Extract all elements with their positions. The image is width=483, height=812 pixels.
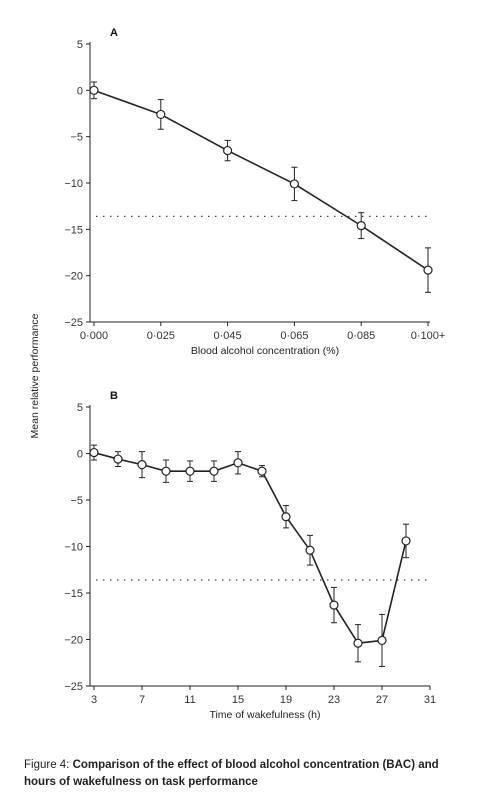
data-point (257, 466, 267, 476)
y-tick-label: −10 (64, 542, 83, 554)
caption-prefix: Figure 4: (24, 759, 73, 771)
x-tick-label: 0·100+ (411, 330, 446, 342)
x-axis-label: Blood alcohol concentration (%) (191, 345, 339, 357)
x-tick-label: 0·085 (347, 330, 375, 342)
x-tick-label: 3 (91, 694, 97, 706)
y-tick-label: 0 (77, 449, 83, 461)
data-point (401, 536, 411, 546)
x-tick-label: 19 (280, 694, 292, 706)
series-line (93, 89, 429, 271)
data-point (353, 638, 363, 648)
y-tick-label: −10 (64, 178, 83, 190)
y-tick-label: 5 (77, 402, 83, 414)
series-line (93, 451, 407, 645)
x-tick-label: 23 (328, 694, 340, 706)
panel-b-wakefulness-chart: B 5 0 −5 −10 −15 −20 −25 3 7 11 15 19 23 27 31 Time of w… (64, 390, 436, 721)
x-axis-label: Time of wakefulness (h) (209, 709, 320, 721)
y-tick-label: −20 (64, 271, 83, 283)
data-point (377, 635, 387, 646)
data-point (223, 145, 233, 156)
data-point (329, 600, 339, 610)
data-point (161, 466, 171, 476)
figure-caption: Figure 4: Comparison of the effect of bl… (24, 757, 464, 791)
panel-a-bac-chart: A 5 0 −5 −10 −15 −20 −250·000 0·025 0·045 0·065 0·0… (64, 27, 445, 357)
x-tick-label: 0·000 (80, 330, 108, 342)
x-tick-label: 0·065 (280, 330, 308, 342)
data-point (305, 545, 315, 555)
x-tick-label: 0·045 (214, 330, 242, 342)
data-point (289, 179, 299, 189)
y-tick-label: 0 (77, 85, 83, 97)
x-tick-label: 11 (184, 694, 195, 706)
y-tick-label: −25 (64, 317, 83, 329)
y-tick-label: 5 (77, 39, 83, 51)
y-tick-label: −5 (70, 495, 83, 507)
x-tick-label: 0·025 (147, 330, 175, 342)
x-tick-label: 7 (139, 694, 145, 706)
y-tick-label: −5 (70, 132, 83, 144)
x-tick-label: 31 (424, 694, 436, 706)
data-point (423, 265, 433, 275)
caption-title: Comparison of the effect of blood alcoho… (24, 759, 439, 788)
y-tick-label: −15 (64, 588, 83, 600)
x-tick-label: 15 (232, 694, 244, 706)
y-tick-label: −15 (64, 224, 83, 236)
data-point (281, 512, 291, 522)
data-point (89, 85, 99, 95)
x-tick-label: 27 (376, 694, 388, 706)
panel-letter: A (110, 27, 118, 39)
y-tick-label: −25 (64, 681, 83, 693)
data-point (113, 454, 123, 464)
shared-y-axis-label: Mean relative performance (29, 313, 41, 438)
data-point (137, 460, 147, 470)
data-point (233, 458, 243, 468)
data-point (209, 466, 219, 476)
data-point (356, 221, 366, 231)
panel-letter: B (110, 390, 118, 402)
data-point (89, 447, 99, 458)
data-point (156, 109, 166, 120)
y-tick-label: −20 (64, 635, 83, 647)
data-point (185, 466, 195, 476)
figure-4-chart: Mean relative performance A 5 0 −5 −10 −15 −20… (29, 27, 445, 721)
